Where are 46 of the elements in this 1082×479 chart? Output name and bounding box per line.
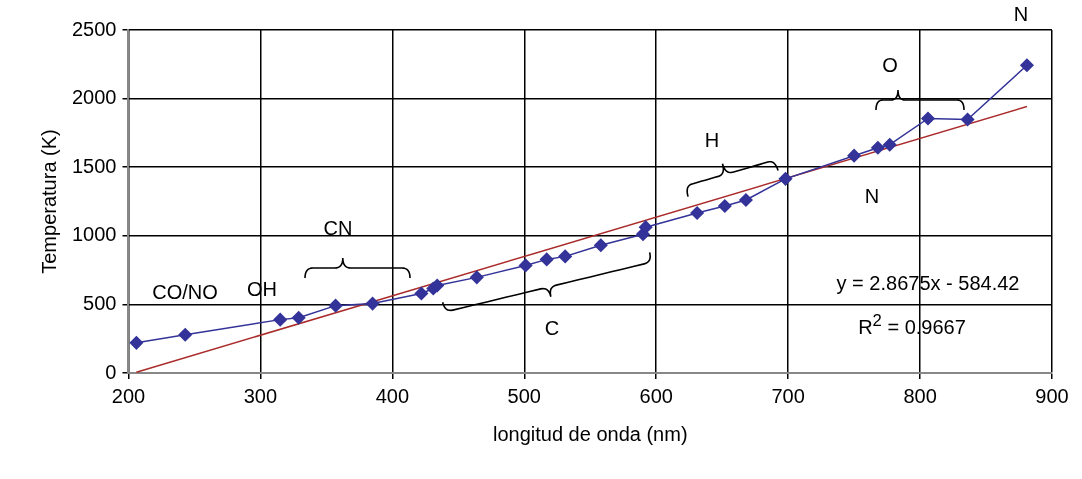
point (960, 112, 975, 127)
point (1020, 58, 1034, 73)
point (273, 312, 287, 327)
y-tick-label: 1500 (71, 154, 117, 177)
point (739, 193, 753, 207)
point (718, 199, 732, 213)
x-tick-label: 500 (507, 384, 541, 407)
point (539, 252, 554, 267)
point (291, 310, 306, 325)
point (518, 258, 533, 273)
y-axis-title: Temperatura (K) (37, 129, 60, 274)
x-tick-label: 200 (111, 384, 146, 407)
x-tick-label: 700 (771, 384, 805, 407)
point (882, 137, 897, 152)
x-axis-title: longitud de onda (nm) (492, 422, 688, 445)
point (558, 249, 572, 264)
text: N (1013, 2, 1029, 26)
x-tick-label: 300 (243, 384, 278, 407)
annotation: CO/NO (152, 280, 218, 304)
annotation: CN (323, 216, 353, 240)
point (365, 296, 380, 311)
annotation: H (704, 128, 720, 152)
point (638, 220, 653, 234)
point (328, 298, 343, 313)
point (178, 327, 192, 342)
point (847, 148, 861, 163)
point (470, 270, 484, 285)
point (414, 286, 429, 301)
point (594, 238, 608, 253)
point (871, 140, 885, 155)
annotation: O (882, 53, 898, 77)
y-tick-label: 2000 (71, 86, 117, 109)
annotation: N (864, 184, 880, 208)
annotation: C (544, 316, 560, 340)
point (921, 111, 935, 126)
y-tick-label: 500 (83, 291, 117, 314)
point (129, 336, 144, 350)
y-tick-label: 2500 (71, 17, 117, 40)
x-tick-label: 600 (639, 384, 673, 407)
point (778, 172, 793, 186)
x-tick-label: 900 (1035, 384, 1069, 407)
y-tick-label: 0 (105, 360, 117, 383)
x-tick-label: 400 (375, 384, 410, 407)
point (690, 206, 704, 220)
x-tick-label: 800 (903, 384, 937, 407)
y-tick-label: 1000 (71, 223, 117, 246)
